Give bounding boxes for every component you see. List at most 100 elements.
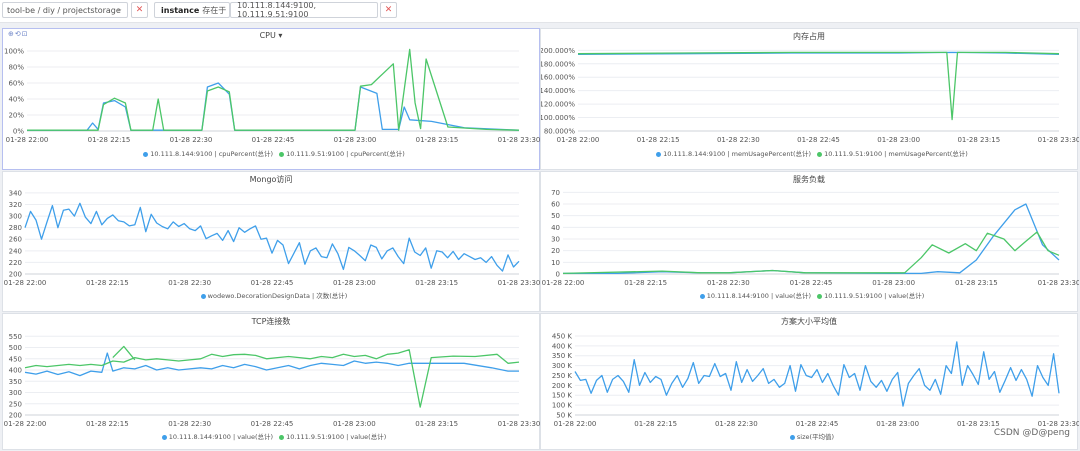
panel-mongo[interactable]: Mongo访问 200 220 240 260 280 300 320 340 01-28 22… [2,171,540,312]
chart-legend: 10.111.8.144:9100 | memUsagePercent(总计) 1… [541,148,1077,158]
x-tick-label: 01-28 23:00 [876,420,919,428]
legend-dot-icon [200,293,206,299]
filter-operator: 存在于 [202,5,227,15]
y-tick-label: 160.000% [541,74,575,82]
y-tick-label: 100% [4,48,24,56]
watermark: CSDN @D@peng [993,428,1070,438]
series-line-2[interactable] [112,345,136,361]
y-tick-label: 350 [9,378,22,386]
legend-item[interactable]: 10.111.8.144:9100 | value(总计) [156,433,273,441]
legend-item[interactable]: size(平均值) [784,433,834,441]
x-tick-label: 01-28 23:15 [957,420,1000,428]
x-tick-label: 01-28 23:00 [333,279,376,287]
chart-legend: size(平均值) [541,431,1077,441]
panel-title: TCP连接数 [251,317,291,326]
y-tick-label: 50 [551,212,560,220]
x-tick-label: 01-28 22:30 [707,279,750,287]
close-icon: ✕ [135,5,144,15]
legend-item[interactable]: 10.111.8.144:9100 | memUsagePercent(总计) [650,150,811,158]
legend-label: wodewo.DecorationDesignData | 次数(总计) [207,292,348,300]
panel-tcp[interactable]: TCP连接数 200 250 300 350 400 450 500 550 01-28 22:… [2,313,540,450]
y-tick-label: 400 [9,367,22,375]
x-tick-label: 01-28 23:15 [415,420,458,428]
x-tick-label: 01-28 22:45 [790,279,833,287]
x-tick-label: 01-28 22:45 [796,420,839,428]
legend-item[interactable]: 10.111.8.144:9100 | value(总计) [694,292,811,300]
filter-value: 10.111.8.144:9100, 10.111.9.51:9100 [237,1,317,19]
series-line-0[interactable] [24,202,520,272]
x-tick-label: 01-28 23:15 [957,136,1000,144]
series-line-1[interactable] [562,231,1060,275]
y-tick-label: 280 [9,224,22,232]
panel-service-load[interactable]: 服务负载 0 10 20 30 40 50 60 70 01-28 22:00 01-28 22:… [540,171,1079,312]
legend-item[interactable]: 10.111.9.51:9100 | memUsagePercent(总计) [811,150,968,158]
service-load-chart: 0 10 20 30 40 50 60 70 01-28 22:00 01-28 22:15 01-… [542,189,1079,287]
chevron-down-icon: ⌄ [116,4,123,13]
legend-item[interactable]: 10.111.8.144:9100 | cpuPercent(总计) [137,150,273,158]
y-tick-label: 250 [9,400,22,408]
clear-filter-button[interactable]: ✕ [380,2,397,18]
legend-dot-icon [279,151,285,157]
chart-legend: 10.111.8.144:9100 | cpuPercent(总计) 10.111… [3,148,539,158]
x-tick-label: 01-28 23:15 [955,279,998,287]
series-line-0[interactable] [27,82,520,131]
panel-memory[interactable]: 内存占用 80.000% 100.000% 120.000% 140.000% 160.… [540,28,1079,170]
legend-item[interactable]: wodewo.DecorationDesignData | 次数(总计) [195,292,348,300]
legend-label: 10.111.8.144:9100 | value(总计) [168,433,274,441]
x-tick-label: 01-28 23:15 [415,279,458,287]
memory-chart: 80.000% 100.000% 120.000% 140.000% 160.000% 1… [541,47,1079,144]
legend-label: 10.111.9.51:9100 | memUsagePercent(总计) [824,150,968,158]
x-tick-label: 01-28 22:45 [252,136,295,144]
x-tick-label: 01-28 22:15 [88,136,131,144]
legend-label: size(平均值) [796,433,835,441]
top-filter-bar: tool-be / diy / projectstorage ⌄ ✕ insta… [0,0,1080,23]
y-tick-label: 350 K [552,352,573,360]
y-tick-label: 450 K [552,332,573,340]
x-tick-label: 01-28 22:30 [168,420,211,428]
y-tick-label: 100.000% [541,114,575,122]
legend-item[interactable]: 10.111.9.51:9100 | value(总计) [273,433,386,441]
panel-toolbar-icons[interactable]: ⊕⟲⊡ [8,30,29,38]
clear-path-button[interactable]: ✕ [131,2,148,18]
series-line-1[interactable] [27,48,520,131]
y-tick-label: 250 K [552,372,573,380]
legend-dot-icon [699,293,705,299]
series-line-1[interactable] [24,349,520,408]
cpu-chart: 0% 20% 40% 60% 80% 100% 01-28 22:00 01-28 22:15… [4,48,540,145]
x-tick-label: 01-28 23:30 [1038,279,1079,287]
series-line-0[interactable] [574,341,1060,407]
panel-cpu[interactable]: ⊕⟲⊡ CPU ▾ 0% 20% 40% 60% 80% 100% 01-28 22:00 0… [2,28,540,170]
y-tick-label: 320 [9,201,22,209]
filter-key-box[interactable]: instance 存在于 [154,2,230,18]
x-tick-label: 01-28 22:45 [251,420,294,428]
x-tick-label: 01-28 22:45 [797,136,840,144]
y-tick-label: 200 [9,271,22,279]
chart-legend: wodewo.DecorationDesignData | 次数(总计) [3,290,539,300]
path-select[interactable]: tool-be / diy / projectstorage ⌄ [2,2,128,18]
chart-legend: 10.111.8.144:9100 | value(总计) 10.111.9.51… [541,290,1077,300]
y-tick-label: 450 [9,355,22,363]
y-tick-label: 220 [9,259,22,267]
x-tick-label: 01-28 22:15 [86,279,129,287]
legend-item[interactable]: 10.111.9.51:9100 | value(总计) [811,292,924,300]
x-tick-label: 01-28 22:30 [717,136,760,144]
y-tick-label: 200 [9,412,22,420]
x-tick-label: 01-28 23:30 [498,279,541,287]
y-tick-label: 400 K [552,342,573,350]
legend-dot-icon [789,434,795,440]
caret-down-icon: ▾ [275,31,283,40]
legend-label: 10.111.9.51:9100 | cpuPercent(总计) [286,150,405,158]
panel-title: 方案大小平均值 [781,317,837,326]
panel-title: CPU [259,31,276,40]
x-tick-label: 01-28 22:00 [4,279,47,287]
panel-title: 服务负载 [793,175,825,184]
legend-item[interactable]: 10.111.9.51:9100 | cpuPercent(总计) [273,150,405,158]
y-tick-label: 80% [8,64,24,72]
x-tick-label: 01-28 22:00 [557,136,600,144]
panel-size[interactable]: 方案大小平均值 50 K 100 K 150 K 200 K 250 K 300 K 350… [540,313,1079,450]
filter-value-box[interactable]: 10.111.8.144:9100, 10.111.9.51:9100 [230,1,378,19]
y-tick-label: 200.000% [541,47,575,55]
legend-label: 10.111.9.51:9100 | value(总计) [824,292,925,300]
series-line-0[interactable] [24,352,519,377]
series-line-1[interactable] [577,51,1060,121]
